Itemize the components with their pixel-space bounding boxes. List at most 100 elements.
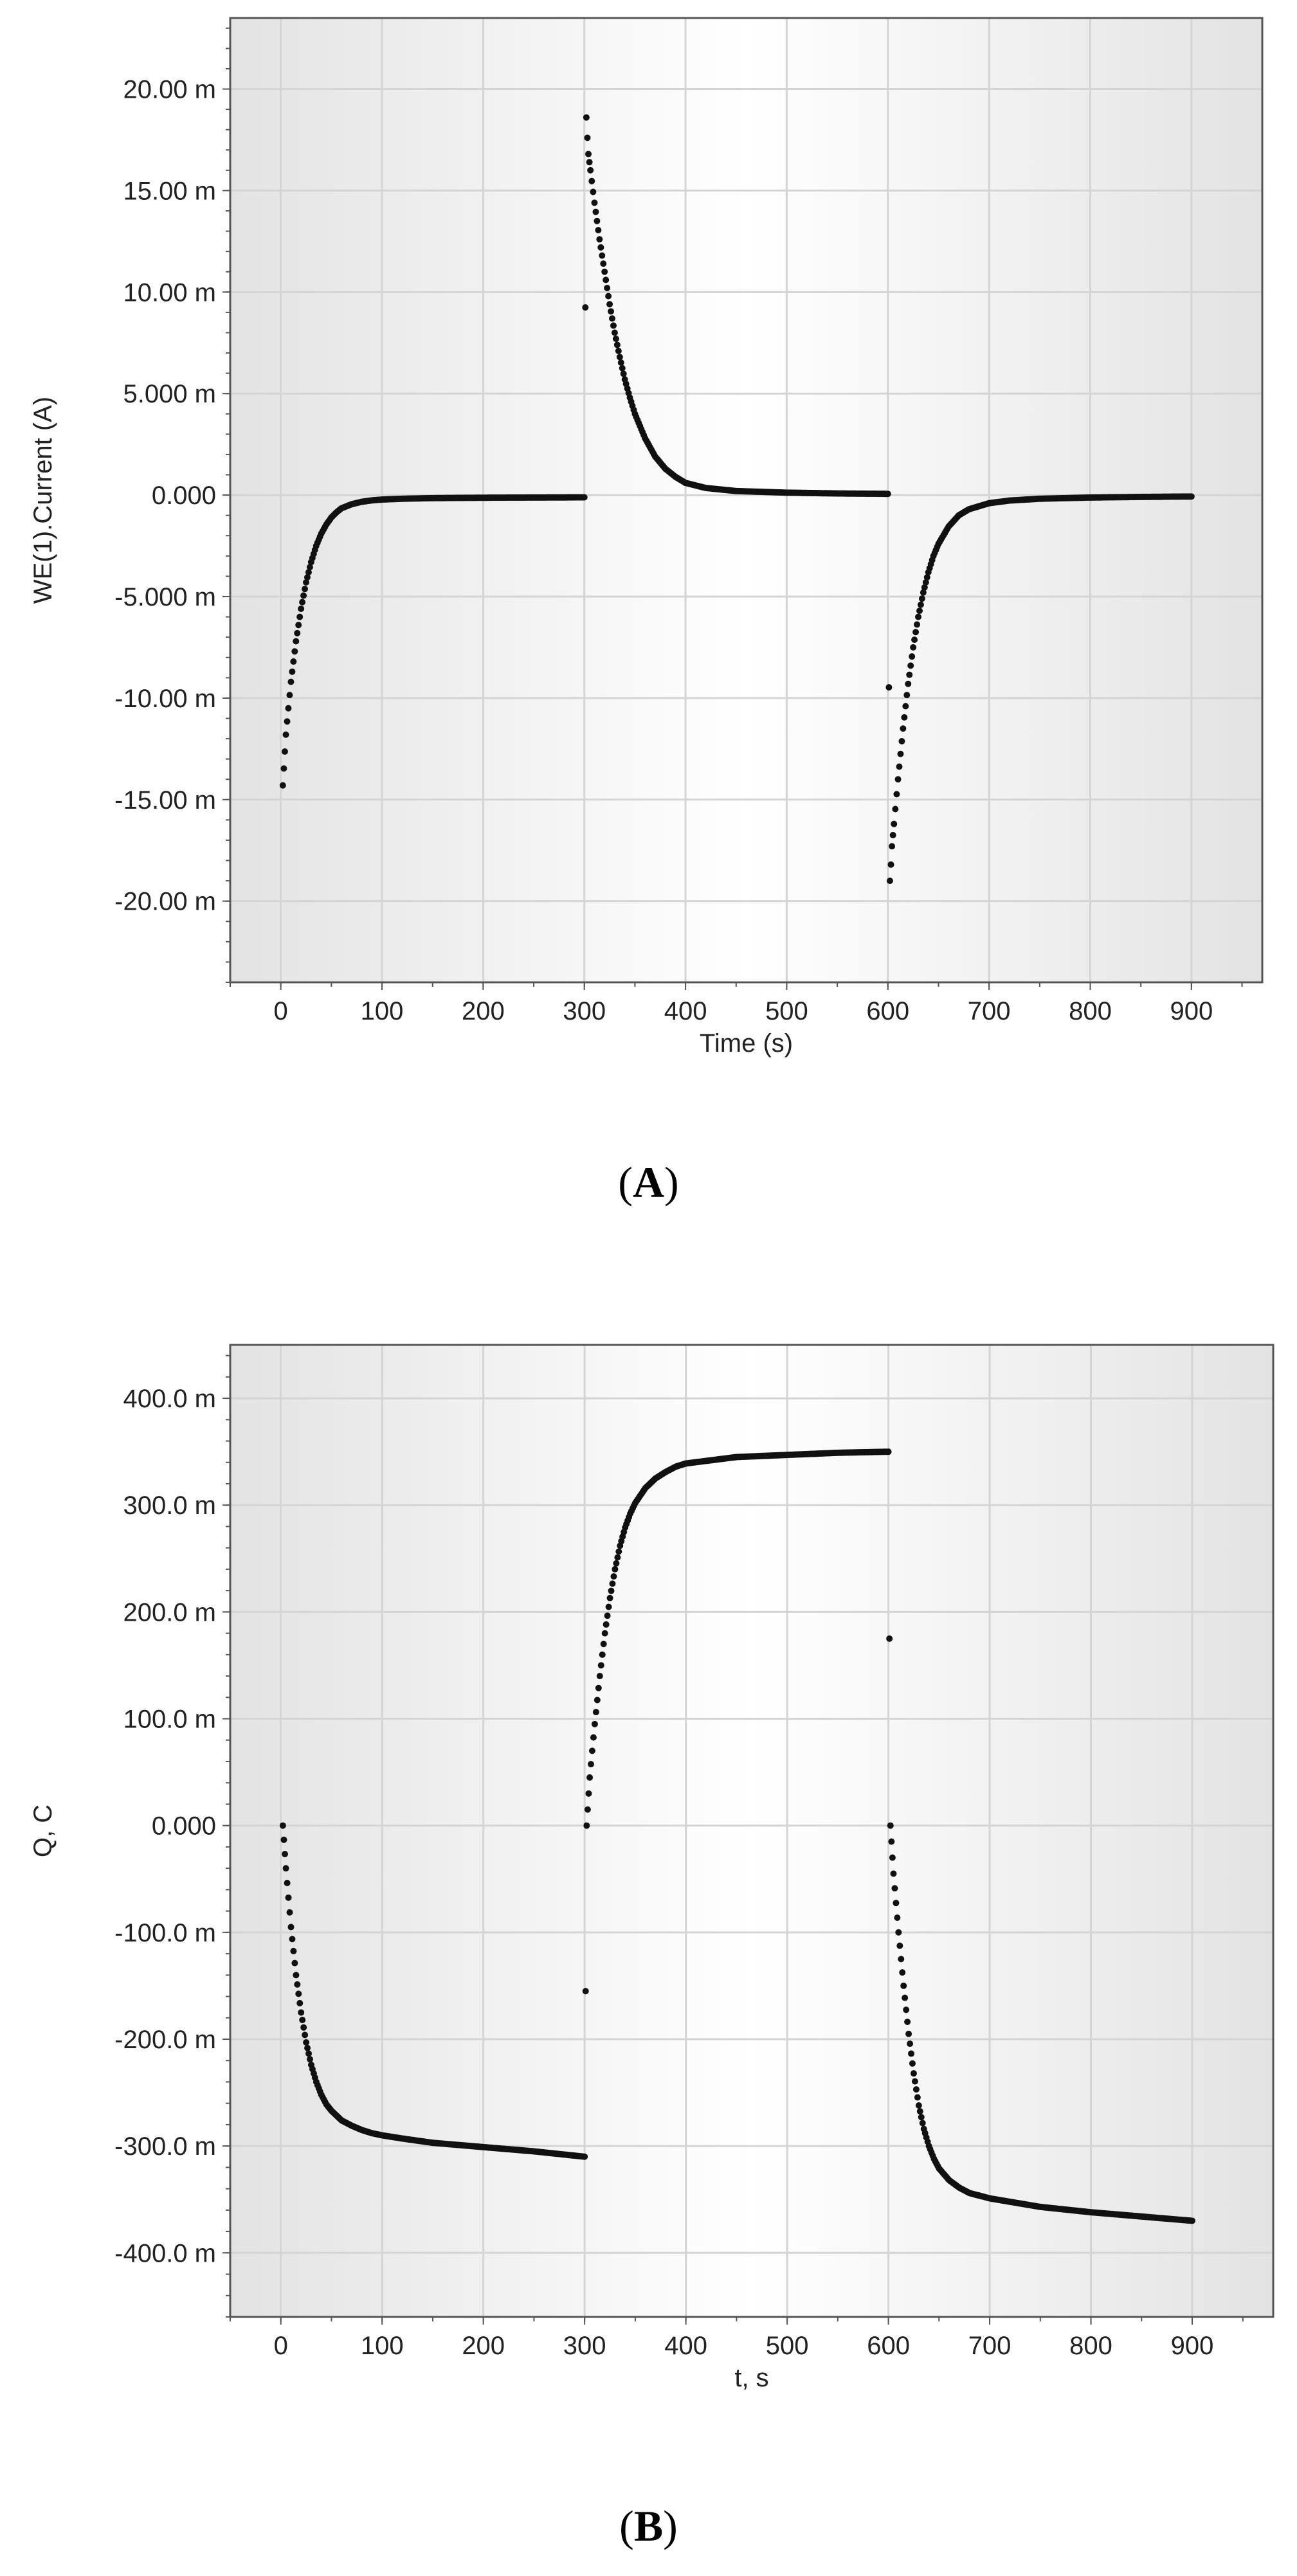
- data-point: [620, 370, 627, 377]
- data-point: [910, 2070, 917, 2077]
- data-point: [919, 2120, 926, 2127]
- data-point: [596, 236, 603, 243]
- data-point: [905, 2030, 912, 2037]
- data-point: [590, 188, 597, 195]
- x-tick-label: 100: [361, 997, 404, 1025]
- data-point: [298, 605, 305, 612]
- y-tick-label: 5.000 m: [123, 380, 216, 408]
- data-point: [599, 252, 606, 259]
- data-point: [587, 167, 594, 174]
- data-point: [285, 1894, 292, 1901]
- data-point: [917, 601, 924, 608]
- data-point: [893, 791, 900, 798]
- x-tick-label: 500: [765, 997, 808, 1025]
- data-point: [904, 2019, 911, 2025]
- data-point: [582, 304, 589, 311]
- data-point: [898, 1956, 905, 1963]
- x-tick-label: 500: [766, 2332, 809, 2360]
- y-tick-label: 200.0 m: [123, 1598, 216, 1626]
- data-point: [603, 276, 610, 284]
- data-point: [902, 1994, 909, 2001]
- data-point: [911, 636, 918, 644]
- data-point: [588, 177, 595, 185]
- data-point: [617, 359, 624, 366]
- data-point: [885, 1448, 892, 1455]
- data-point: [601, 268, 608, 275]
- data-point: [891, 1885, 898, 1892]
- y-axis-title: WE(1).Current (A): [29, 397, 57, 604]
- data-point: [291, 648, 298, 655]
- y-axis-title: Q, C: [29, 1805, 57, 1857]
- data-point: [600, 260, 607, 267]
- x-tick-label: 700: [968, 997, 1011, 1025]
- data-point: [584, 134, 591, 141]
- x-tick-label: 0: [274, 2332, 288, 2360]
- data-point: [893, 1900, 900, 1907]
- data-point: [612, 335, 619, 342]
- data-point: [592, 1709, 599, 1716]
- data-point: [279, 782, 286, 789]
- data-point: [615, 1548, 622, 1555]
- data-point: [887, 861, 894, 868]
- data-point: [282, 1851, 289, 1857]
- data-point: [1189, 2217, 1196, 2224]
- data-point: [588, 1761, 595, 1768]
- data-point: [905, 680, 912, 687]
- data-point: [307, 2056, 314, 2063]
- data-point: [909, 2060, 916, 2067]
- y-tick-label: 15.00 m: [123, 177, 216, 205]
- data-point: [585, 1790, 592, 1797]
- panel-label-a: (A): [618, 1158, 679, 1207]
- y-tick-label: 10.00 m: [123, 278, 216, 307]
- data-point: [282, 1865, 289, 1872]
- data-point: [581, 494, 588, 501]
- data-point: [604, 285, 611, 291]
- data-point: [887, 1822, 894, 1829]
- data-point: [304, 2044, 311, 2051]
- x-tick-label: 600: [867, 2332, 910, 2360]
- data-point: [296, 613, 304, 620]
- data-point: [588, 1747, 595, 1754]
- data-point: [619, 365, 626, 372]
- data-point: [289, 1936, 296, 1943]
- data-point: [583, 114, 590, 121]
- data-point: [303, 579, 310, 586]
- y-tick-label: -15.00 m: [114, 786, 216, 815]
- data-point: [916, 2108, 923, 2115]
- data-point: [906, 671, 913, 678]
- y-tick-label: 300.0 m: [123, 1491, 216, 1520]
- data-point: [910, 644, 917, 651]
- data-point: [281, 748, 288, 755]
- data-point: [606, 301, 613, 308]
- data-point: [289, 668, 296, 675]
- data-point: [586, 1774, 594, 1781]
- data-point: [591, 199, 598, 206]
- x-tick-label: 400: [664, 2332, 707, 2360]
- x-tick-label: 200: [462, 2332, 505, 2360]
- data-point: [287, 1923, 295, 1931]
- x-tick-label: 300: [563, 2332, 606, 2360]
- x-tick-label: 200: [462, 997, 505, 1025]
- data-point: [599, 1651, 606, 1658]
- data-point: [885, 684, 893, 691]
- data-point: [900, 1982, 907, 1989]
- data-point: [286, 1909, 293, 1916]
- data-point: [597, 244, 604, 251]
- data-point: [609, 1580, 616, 1587]
- chart-a: 0 100 200 300 400 500 600 700 800 900 20.00 m 15.00…: [29, 17, 1264, 1058]
- y-tick-label: -20.00 m: [114, 888, 216, 916]
- data-point: [300, 592, 307, 599]
- x-axis-title: Time (s): [700, 1029, 793, 1058]
- data-point: [886, 878, 893, 885]
- x-tick-label: 600: [866, 997, 909, 1025]
- data-point: [298, 2009, 305, 2016]
- data-point: [900, 725, 907, 732]
- data-point: [304, 574, 311, 581]
- data-point: [299, 599, 306, 606]
- data-point: [305, 2050, 313, 2057]
- data-point: [610, 322, 617, 329]
- data-point: [280, 765, 287, 772]
- data-point: [901, 714, 908, 721]
- data-point: [920, 589, 927, 596]
